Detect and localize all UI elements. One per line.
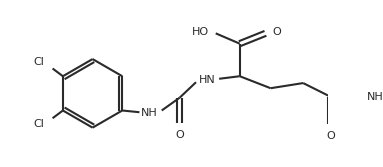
Text: Cl: Cl bbox=[33, 57, 44, 67]
Text: HO: HO bbox=[192, 27, 209, 37]
Text: NH: NH bbox=[141, 108, 158, 118]
Text: HN: HN bbox=[199, 75, 216, 86]
Text: Cl: Cl bbox=[33, 119, 44, 129]
Text: O: O bbox=[326, 131, 335, 141]
Text: O: O bbox=[272, 27, 281, 37]
Text: NH₂: NH₂ bbox=[367, 92, 383, 102]
Text: O: O bbox=[175, 130, 184, 140]
